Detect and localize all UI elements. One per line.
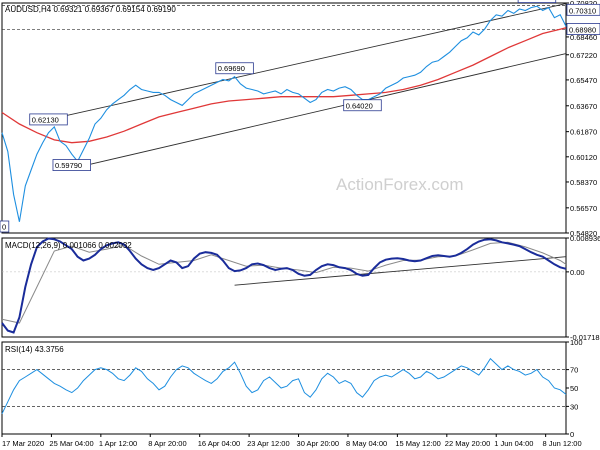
price-ytick-label: 0.54820 — [570, 229, 597, 238]
rsi-pane-frame — [1, 341, 567, 435]
x-tick-label: 15 May 12:00 — [395, 439, 440, 448]
price-annotation-label: 0.70640 — [520, 0, 547, 2]
price-ytick-label: 0.65470 — [570, 76, 597, 85]
price-annotation-box — [343, 99, 382, 112]
price-title: AUDUSD,H4 0.69321 0.69367 0.69154 0.6919… — [5, 5, 176, 14]
x-tick-label: 25 Mar 04:00 — [49, 439, 93, 448]
price-ma-line — [1, 27, 567, 144]
price-ytick-label: 0.67220 — [570, 51, 597, 60]
rsi-ytick-label: 0 — [570, 430, 574, 439]
macd-ytick-label: 0.00 — [570, 268, 585, 277]
price-ytick-label: 0.58370 — [570, 178, 597, 187]
price-ytick-label: 0.63670 — [570, 102, 597, 111]
price-annotation-box — [0, 220, 10, 233]
price-ytick-label: 0.61870 — [570, 128, 597, 137]
price-annotation-label: 0.64020 — [346, 101, 373, 110]
macd-ytick-label: 0.008936 — [570, 234, 600, 243]
rsi-line — [1, 357, 567, 415]
macd-signal-line — [1, 241, 567, 324]
price-tag-label: 0.70310 — [569, 6, 596, 15]
price-line — [1, 5, 567, 222]
x-tick-label: 16 Apr 04:00 — [198, 439, 241, 448]
macd-pane-frame — [1, 237, 567, 338]
price-annotation-box — [517, 0, 557, 3]
channel-line — [71, 53, 567, 170]
price-annotation-label: 0.62130 — [32, 115, 59, 124]
price-pane-frame — [1, 2, 567, 234]
macd-line — [1, 237, 567, 334]
x-tick-label: 1 Apr 12:00 — [99, 439, 137, 448]
price-tag-box — [566, 23, 600, 35]
rsi-ytick-label: 70 — [570, 366, 578, 375]
x-tick-label: 1 Jun 04:00 — [494, 439, 533, 448]
price-annotation-label: 0 — [2, 223, 6, 232]
rsi-ytick-label: 30 — [570, 402, 578, 411]
price-annotation-box — [52, 159, 91, 171]
macd-title: MACD(12,26,9) 0.001066 0.002032 — [5, 241, 132, 250]
x-tick-label: 30 Apr 20:00 — [297, 439, 340, 448]
rsi-ytick-label: 50 — [570, 384, 578, 393]
rsi-title: RSI(14) 43.3756 — [5, 345, 64, 354]
x-tick-label: 8 Jun 12:00 — [542, 439, 581, 448]
x-tick-label: 23 Apr 12:00 — [247, 439, 290, 448]
x-tick-label: 8 May 04:00 — [346, 439, 387, 448]
price-tag-box — [566, 3, 600, 16]
price-tag-label: 0.68980 — [569, 25, 596, 34]
watermark: ActionForex.com — [336, 175, 464, 194]
channel-line — [60, 3, 567, 118]
price-annotation-box — [29, 113, 68, 126]
price-annotation-box — [215, 62, 254, 75]
x-tick-label: 8 Apr 20:00 — [148, 439, 186, 448]
price-ytick-label: 0.68460 — [570, 33, 597, 42]
rsi-ytick-label: 100 — [570, 338, 583, 347]
x-tick-label: 17 Mar 2020 — [2, 439, 44, 448]
price-ytick-label: 0.56570 — [570, 204, 597, 213]
x-tick-label: 22 May 20:00 — [445, 439, 490, 448]
macd-trend-line — [234, 256, 567, 286]
price-annotation-label: 0.69690 — [218, 64, 245, 73]
macd-ytick-label: -0.01718 — [570, 333, 600, 342]
price-ytick-label: 0.60120 — [570, 153, 597, 162]
price-annotation-label: 0.59790 — [55, 161, 82, 170]
